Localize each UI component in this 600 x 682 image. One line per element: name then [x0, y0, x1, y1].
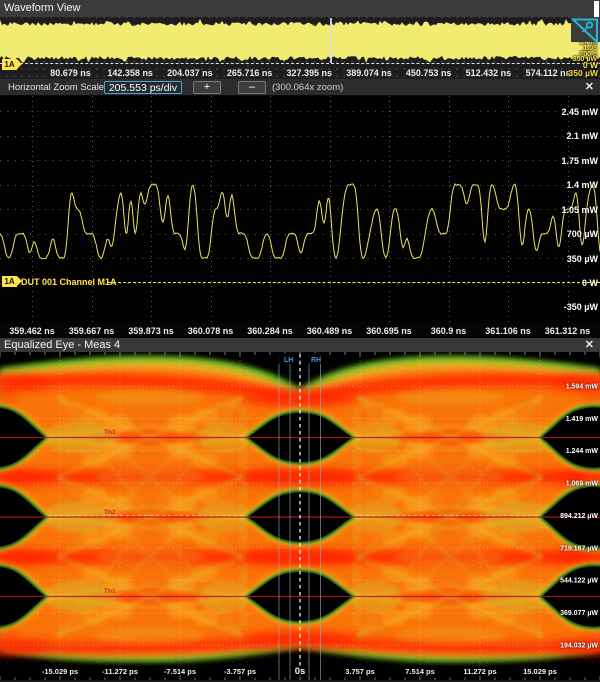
svg-text:-7.514 ps: -7.514 ps — [164, 667, 196, 676]
svg-text:11.272 ps: 11.272 ps — [463, 667, 496, 676]
svg-text:Th2: Th2 — [104, 509, 116, 516]
svg-text:194.032 µW: 194.032 µW — [560, 643, 598, 650]
svg-text:7.514 ps: 7.514 ps — [405, 667, 435, 676]
svg-text:15.029 ps: 15.029 ps — [523, 667, 557, 676]
svg-text:0s: 0s — [295, 666, 306, 677]
svg-text:544.122 µW: 544.122 µW — [560, 578, 598, 585]
svg-text:Th1: Th1 — [104, 588, 116, 595]
svg-text:RH: RH — [311, 357, 321, 364]
svg-text:-15.029 ps: -15.029 ps — [42, 667, 78, 676]
svg-text:LH: LH — [284, 357, 293, 364]
svg-text:369.077 µW: 369.077 µW — [560, 610, 598, 617]
svg-text:3.757 ps: 3.757 ps — [345, 667, 375, 676]
svg-text:719.167 µW: 719.167 µW — [560, 545, 598, 552]
svg-text:1.244 mW: 1.244 mW — [566, 448, 599, 455]
svg-text:-11.272 ps: -11.272 ps — [102, 667, 138, 676]
svg-text:1.419 mW: 1.419 mW — [566, 416, 599, 423]
svg-text:1.069 mW: 1.069 mW — [566, 481, 599, 488]
svg-text:894.212 µW: 894.212 µW — [560, 513, 598, 520]
svg-text:Th3: Th3 — [104, 429, 116, 436]
svg-text:1.594 mW: 1.594 mW — [566, 384, 599, 391]
svg-text:-3.757 ps: -3.757 ps — [224, 667, 256, 676]
